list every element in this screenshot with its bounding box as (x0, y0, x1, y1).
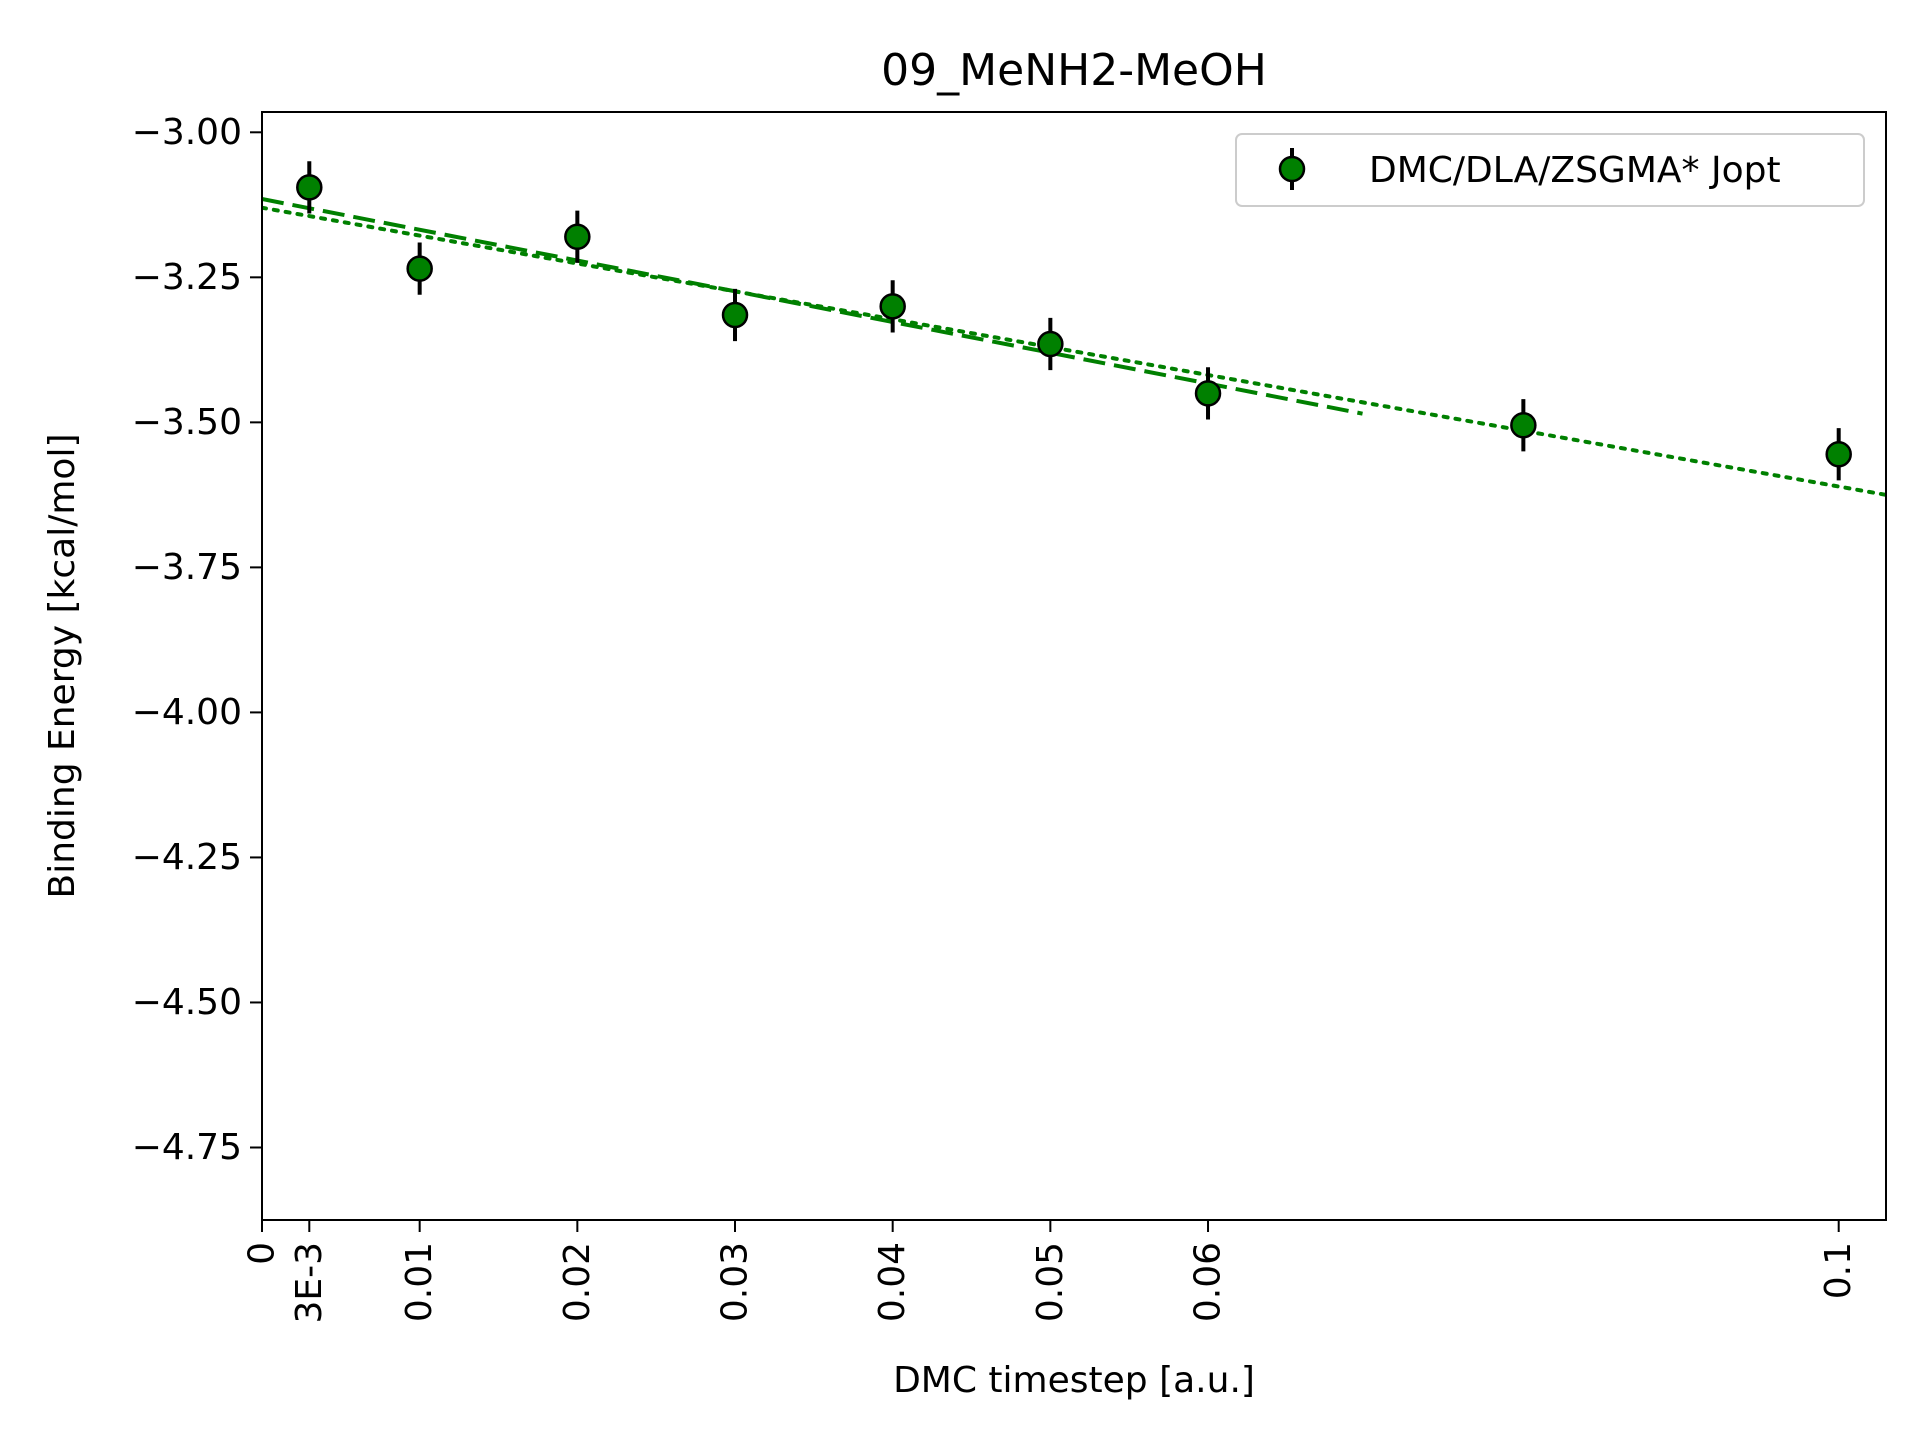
legend: DMC/DLA/ZSGMA* Jopt (1235, 133, 1865, 207)
x-tick-label: 0 (242, 1242, 283, 1265)
x-tick-label: 0.01 (399, 1242, 440, 1322)
legend-label: DMC/DLA/ZSGMA* Jopt (1369, 150, 1781, 191)
y-tick-label: −4.00 (132, 692, 242, 733)
data-point (1825, 441, 1852, 468)
x-tick-label: 0.06 (1188, 1242, 1229, 1322)
fit-line-dashed (262, 197, 1363, 416)
y-tick-label: −4.50 (132, 982, 242, 1023)
data-point (879, 293, 906, 320)
data-point (564, 223, 591, 250)
chart-title: 09_MeNH2-MeOH (881, 45, 1267, 96)
data-point (1037, 330, 1064, 358)
x-tick-label: 0.05 (1030, 1242, 1071, 1322)
x-axis-ticks: 0 3E-3 0.01 0.02 0.03 0.04 0.05 0.06 0.1 (242, 1220, 1859, 1324)
y-axis-label: Binding Energy [kcal/mol] (42, 434, 83, 899)
x-tick-label: 0.02 (557, 1242, 598, 1322)
y-tick-label: −4.25 (132, 837, 242, 878)
y-axis-ticks: −3.00 −3.25 −3.50 −3.75 −4.00 −4.25 −4.50 −4.75 (132, 112, 262, 1168)
data-point (1194, 380, 1222, 407)
x-tick-label: 0.1 (1818, 1242, 1859, 1299)
x-tick-label: 0.03 (715, 1242, 756, 1322)
plot-area (262, 161, 1886, 497)
y-tick-label: −3.75 (132, 547, 242, 588)
y-tick-label: −3.25 (132, 257, 242, 298)
y-tick-label: −3.50 (132, 402, 242, 443)
x-tick-label: 0.04 (872, 1242, 913, 1322)
data-point (296, 174, 323, 201)
y-tick-label: −3.00 (132, 112, 242, 153)
data-point (406, 255, 433, 282)
data-point (1510, 412, 1537, 439)
legend-marker (1278, 155, 1306, 183)
x-tick-label: 3E-3 (289, 1242, 330, 1324)
data-point (721, 301, 749, 329)
x-axis-label: DMC timestep [a.u.] (893, 1360, 1255, 1401)
y-tick-label: −4.75 (132, 1127, 242, 1168)
fit-line-dotted (262, 205, 1886, 497)
legend-box (1235, 133, 1865, 207)
plot-frame (261, 111, 1887, 1221)
